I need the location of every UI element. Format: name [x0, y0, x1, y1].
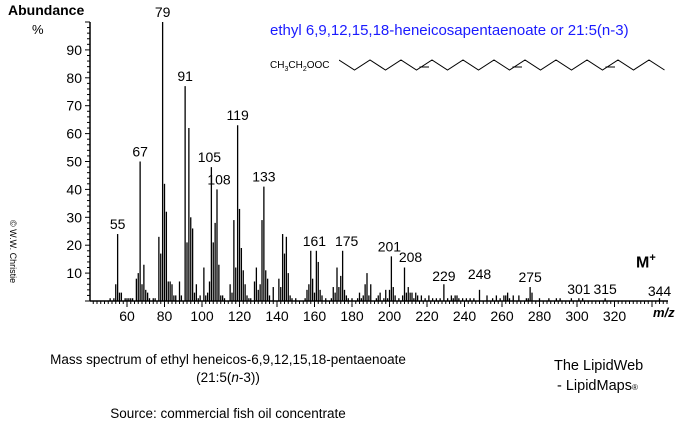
x-tick-label: 140 — [265, 308, 289, 324]
chart-title: ethyl 6,9,12,15,18-heneicosapentaenoate … — [270, 22, 629, 39]
y-tick-label: 10 — [66, 265, 82, 281]
skeletal-structure-diagram — [339, 59, 665, 71]
peak-label: 248 — [468, 266, 492, 282]
y-axis-title: Abundance — [8, 2, 85, 18]
y-tick-label: 80 — [66, 70, 82, 86]
x-tick-label: 80 — [157, 308, 173, 324]
axes — [89, 22, 668, 302]
peak-label: 208 — [399, 249, 423, 265]
x-tick-label: 160 — [303, 308, 327, 324]
peak-label: 161 — [303, 233, 327, 249]
y-tick-label: 50 — [66, 154, 82, 170]
peak-label: 301 — [567, 281, 591, 297]
y-tick-label: 60 — [66, 126, 82, 142]
peak-label: 229 — [432, 268, 456, 284]
x-tick-label: 280 — [528, 308, 552, 324]
x-tick-label: 180 — [340, 308, 364, 324]
caption-line-2: (21:5(n-3)) — [196, 370, 260, 385]
x-tick-label: 220 — [415, 308, 439, 324]
y-tick-label: 90 — [66, 42, 82, 58]
x-tick-label: 240 — [453, 308, 477, 324]
peak-label: 275 — [518, 269, 542, 285]
formula-prefix: CH3CH2OOC — [270, 60, 330, 73]
x-tick-label: 320 — [603, 308, 627, 324]
peak-label: 91 — [177, 68, 193, 84]
structure-formula: CH3CH2OOC — [270, 60, 330, 73]
peak-label: 108 — [207, 171, 231, 187]
x-axis-ticks: 60 80 100 120 140 160 180 200 220 240 260 280 300 320 — [92, 301, 668, 324]
caption-line-1: Mass spectrum of ethyl heneicos-6,9,12,1… — [50, 352, 406, 367]
mass-spectrum-chart: 10 20 30 40 50 60 70 80 90 60 80 100 120 140 160 180 20… — [66, 4, 672, 324]
x-axis-title: m/z — [653, 305, 675, 320]
spectrum-peaks — [109, 22, 661, 301]
peak-label: 344 — [648, 283, 672, 299]
brand-lipidmaps: - LipidMaps® — [557, 378, 638, 394]
x-tick-label: 120 — [228, 308, 252, 324]
molecular-ion-label: M+ — [636, 252, 656, 272]
brand-lipidweb: The LipidWeb — [554, 358, 644, 374]
source-caption: Source: commercial fish oil concentrate — [110, 406, 346, 421]
x-tick-label: 200 — [378, 308, 402, 324]
peak-label: 119 — [226, 107, 249, 123]
peak-label: 67 — [132, 144, 148, 160]
x-tick-label: 100 — [190, 308, 214, 324]
peak-label: 175 — [335, 233, 359, 249]
x-tick-label: 260 — [490, 308, 514, 324]
peak-label: 315 — [593, 281, 617, 297]
y-axis-ticks: 10 20 30 40 50 60 70 80 90 — [66, 21, 90, 302]
peak-label: 55 — [110, 216, 126, 232]
peak-label: 201 — [378, 238, 402, 254]
y-tick-label: 20 — [66, 237, 82, 253]
x-tick-label: 60 — [119, 308, 135, 324]
peak-label: 79 — [155, 4, 171, 20]
peak-label: 133 — [252, 169, 276, 185]
x-tick-label: 300 — [565, 308, 589, 324]
y-tick-label: 70 — [66, 98, 82, 114]
y-tick-label: 40 — [66, 181, 82, 197]
y-tick-label: 30 — [66, 209, 82, 225]
y-axis-unit: % — [32, 22, 44, 37]
peak-label: 105 — [198, 149, 222, 165]
